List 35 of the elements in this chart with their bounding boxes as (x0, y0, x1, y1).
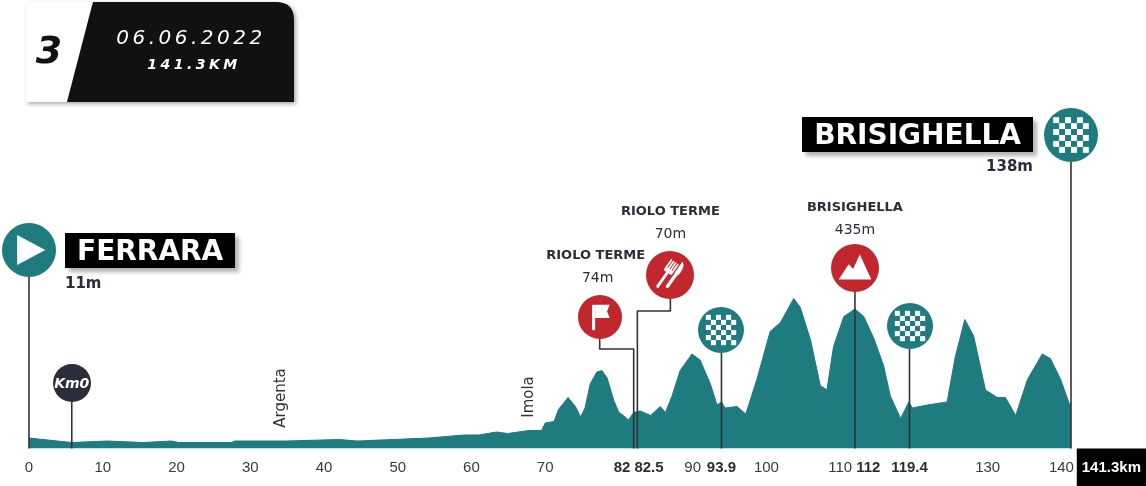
x-tick-label: 50 (389, 458, 407, 476)
x-tick-label: 110 (828, 458, 853, 476)
annotation: Imola (518, 376, 537, 418)
name-plate: BRISIGHELLA (802, 117, 1033, 152)
text: RIOLO TERME (620, 202, 720, 218)
ref-line-label: 119.4 (891, 458, 929, 476)
x-tick-label: 40 (315, 458, 333, 476)
name-plate: FERRARA (65, 233, 236, 268)
text: 11m (65, 274, 102, 292)
text: 74m (581, 269, 614, 285)
x-tick-label: 130 (975, 458, 1001, 476)
ref-line-label: 141.3km (1081, 458, 1141, 476)
ref-line-label: 112 (856, 458, 881, 476)
text: 3 (35, 28, 63, 72)
x-tick-label: 70 (536, 458, 554, 476)
annotation: Argenta (270, 368, 289, 428)
x-tick-label: 20 (168, 458, 185, 476)
ref-line-label: 82 (613, 458, 631, 476)
ref-line-label: 82.5 (634, 458, 664, 476)
chart-title: 06.06.2022 (116, 25, 266, 49)
x-tick-label: 90 (684, 458, 702, 476)
text: 70m (654, 225, 687, 241)
x-tick-label: 10 (94, 458, 112, 476)
chart-subtitle: 141.3KM (147, 56, 241, 72)
text: RIOLO TERME (546, 246, 646, 262)
ref-line-label: Km0 (54, 375, 90, 391)
x-tick-label: 0 (24, 458, 34, 476)
x-tick-label: 140 (1048, 458, 1074, 476)
x-tick-label: 60 (463, 458, 480, 476)
text: 435m (834, 221, 876, 237)
text: BRISIGHELLA (806, 198, 903, 214)
x-tick-label: 30 (241, 458, 259, 476)
x-tick-label: 100 (753, 458, 779, 476)
ref-line-label: 93.9 (706, 458, 737, 476)
text: 138m (986, 157, 1033, 175)
